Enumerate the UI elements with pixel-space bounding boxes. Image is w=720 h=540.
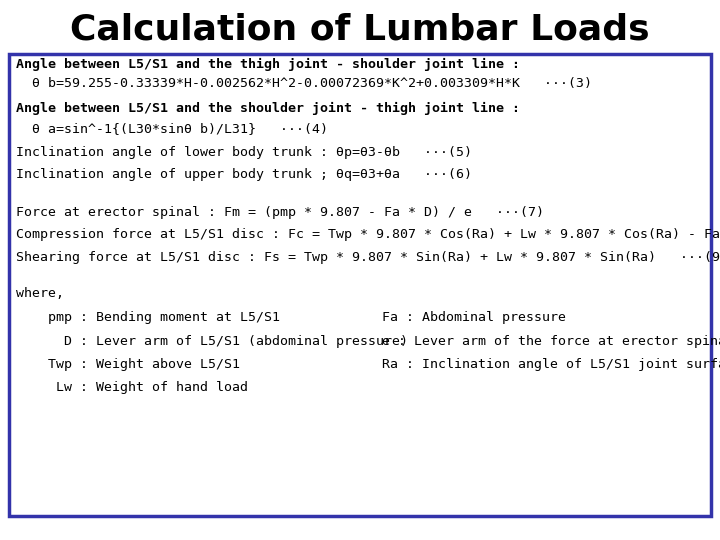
Text: Twp : Weight above L5/S1: Twp : Weight above L5/S1 [16, 358, 240, 371]
Text: Inclination angle of lower body trunk : θp=θ3-θb   ···(5): Inclination angle of lower body trunk : … [16, 146, 472, 159]
Text: D : Lever arm of L5/S1 (abdominal pressure): D : Lever arm of L5/S1 (abdominal pressu… [16, 335, 408, 348]
Text: Inclination angle of upper body trunk ; θq=θ3+θa   ···(6): Inclination angle of upper body trunk ; … [16, 168, 472, 181]
Text: Lw : Weight of hand load: Lw : Weight of hand load [16, 381, 248, 394]
Text: Angle between L5/S1 and the thigh joint - shoulder joint line :: Angle between L5/S1 and the thigh joint … [16, 58, 520, 71]
Text: pmp : Bending moment at L5/S1: pmp : Bending moment at L5/S1 [16, 311, 280, 324]
Text: Compression force at L5/S1 disc : Fc = Twp * 9.807 * Cos(Ra) + Lw * 9.807 * Cos(: Compression force at L5/S1 disc : Fc = T… [16, 228, 720, 241]
Text: Fa : Abdominal pressure: Fa : Abdominal pressure [382, 311, 566, 324]
Text: θ a=sin^-1{(L30*sinθ b)/L31}   ···(4): θ a=sin^-1{(L30*sinθ b)/L31} ···(4) [16, 122, 328, 135]
Text: Shearing force at L5/S1 disc : Fs = Twp * 9.807 * Sin(Ra) + Lw * 9.807 * Sin(Ra): Shearing force at L5/S1 disc : Fs = Twp … [16, 251, 720, 264]
Text: Force at erector spinal : Fm = (pmp * 9.807 - Fa * D) / e   ···(7): Force at erector spinal : Fm = (pmp * 9.… [16, 206, 544, 219]
Text: Calculation of Lumbar Loads: Calculation of Lumbar Loads [70, 13, 650, 46]
Text: where,: where, [16, 287, 64, 300]
Text: θ b=59.255-0.33339*H-0.002562*H^2-0.00072369*K^2+0.003309*H*K   ···(3): θ b=59.255-0.33339*H-0.002562*H^2-0.0007… [16, 77, 592, 90]
Text: Ra : Inclination angle of L5/S1 joint surface: Ra : Inclination angle of L5/S1 joint su… [382, 358, 720, 371]
Text: e : Lever arm of the force at erector spinal: e : Lever arm of the force at erector sp… [382, 335, 720, 348]
Text: Angle between L5/S1 and the shoulder joint - thigh joint line :: Angle between L5/S1 and the shoulder joi… [16, 102, 520, 114]
FancyBboxPatch shape [9, 54, 711, 516]
